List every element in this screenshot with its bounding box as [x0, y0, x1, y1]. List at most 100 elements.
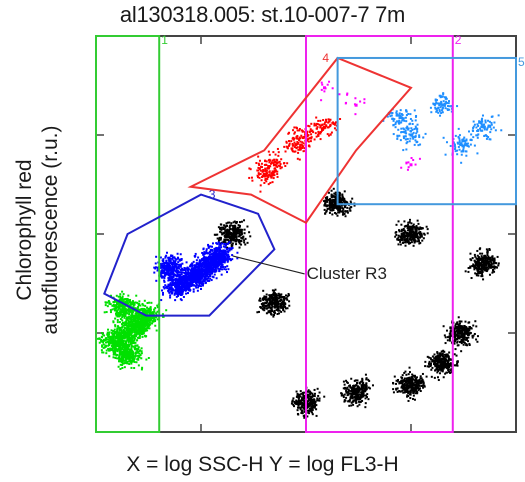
data-point [434, 360, 437, 363]
data-point [455, 330, 458, 333]
data-point [122, 311, 125, 314]
data-point [131, 356, 134, 359]
data-point [433, 357, 436, 360]
data-point [113, 307, 116, 310]
data-point [437, 365, 440, 368]
data-point [225, 235, 228, 238]
data-point [301, 405, 304, 408]
data-point [111, 308, 114, 311]
data-point [419, 235, 422, 238]
data-point [333, 199, 336, 202]
data-point [140, 333, 143, 336]
data-point [191, 276, 194, 279]
data-point [273, 303, 276, 306]
data-point [131, 318, 134, 321]
data-point [454, 327, 457, 330]
data-point [492, 260, 495, 263]
data-point [138, 323, 141, 326]
data-point [312, 406, 315, 409]
data-point [120, 304, 123, 307]
data-point [329, 204, 332, 207]
data-point [354, 399, 357, 402]
data-point [442, 325, 445, 328]
data-point [300, 399, 303, 402]
data-point [419, 390, 422, 393]
data-point [363, 387, 366, 390]
data-point [139, 314, 142, 317]
data-point [127, 352, 130, 355]
data-point [220, 223, 223, 226]
data-point [226, 224, 229, 227]
data-point [126, 338, 129, 341]
data-point [116, 357, 119, 360]
data-point [134, 307, 137, 310]
data-point [207, 266, 210, 269]
data-point [135, 348, 138, 351]
data-point [400, 228, 403, 231]
data-point [145, 311, 148, 314]
data-point [434, 369, 437, 372]
data-point [476, 262, 479, 265]
data-point [476, 335, 479, 338]
data-point [311, 392, 314, 395]
data-point [122, 340, 125, 343]
data-point [481, 275, 484, 278]
data-point [473, 259, 476, 262]
data-point [131, 309, 134, 312]
data-point [267, 311, 270, 314]
data-point [411, 378, 414, 381]
data-point [346, 210, 349, 213]
data-point [440, 369, 443, 372]
data-point [189, 279, 192, 282]
data-point [353, 387, 356, 390]
data-point [293, 400, 296, 403]
data-point [343, 212, 346, 215]
data-point [181, 271, 184, 274]
data-point [449, 336, 452, 339]
data-point [240, 232, 243, 235]
data-point [440, 365, 443, 368]
data-point [485, 266, 488, 269]
data-point [229, 231, 232, 234]
data-point [403, 386, 406, 389]
data-point [136, 301, 139, 304]
data-point [143, 326, 146, 329]
data-point [108, 349, 111, 352]
data-point [353, 379, 356, 382]
data-point [140, 347, 143, 350]
data-point [150, 318, 153, 321]
data-point [402, 380, 405, 383]
data-point [122, 348, 125, 351]
data-point [273, 309, 276, 312]
data-point [458, 329, 461, 332]
data-point [339, 197, 342, 200]
data-point [341, 213, 344, 216]
data-point [141, 328, 144, 331]
data-point [359, 401, 362, 404]
data-point [426, 365, 429, 368]
data-point [132, 326, 135, 329]
data-point [127, 347, 130, 350]
data-point [141, 314, 144, 317]
data-point [153, 316, 156, 319]
data-point [411, 386, 414, 389]
data-point [332, 195, 335, 198]
data-point [138, 300, 141, 303]
data-point [346, 386, 349, 389]
data-point [364, 402, 367, 405]
data-point [139, 308, 142, 311]
data-point [123, 366, 126, 369]
data-point [113, 350, 116, 353]
data-point [496, 266, 499, 269]
data-point [219, 230, 222, 233]
data-point [275, 293, 278, 296]
data-point [118, 358, 121, 361]
data-point [244, 243, 247, 246]
data-point [130, 366, 133, 369]
data-point [181, 268, 184, 271]
data-point [108, 344, 111, 347]
data-point [467, 336, 470, 339]
data-point [449, 327, 452, 330]
data-point [458, 322, 461, 325]
data-point [482, 262, 485, 265]
